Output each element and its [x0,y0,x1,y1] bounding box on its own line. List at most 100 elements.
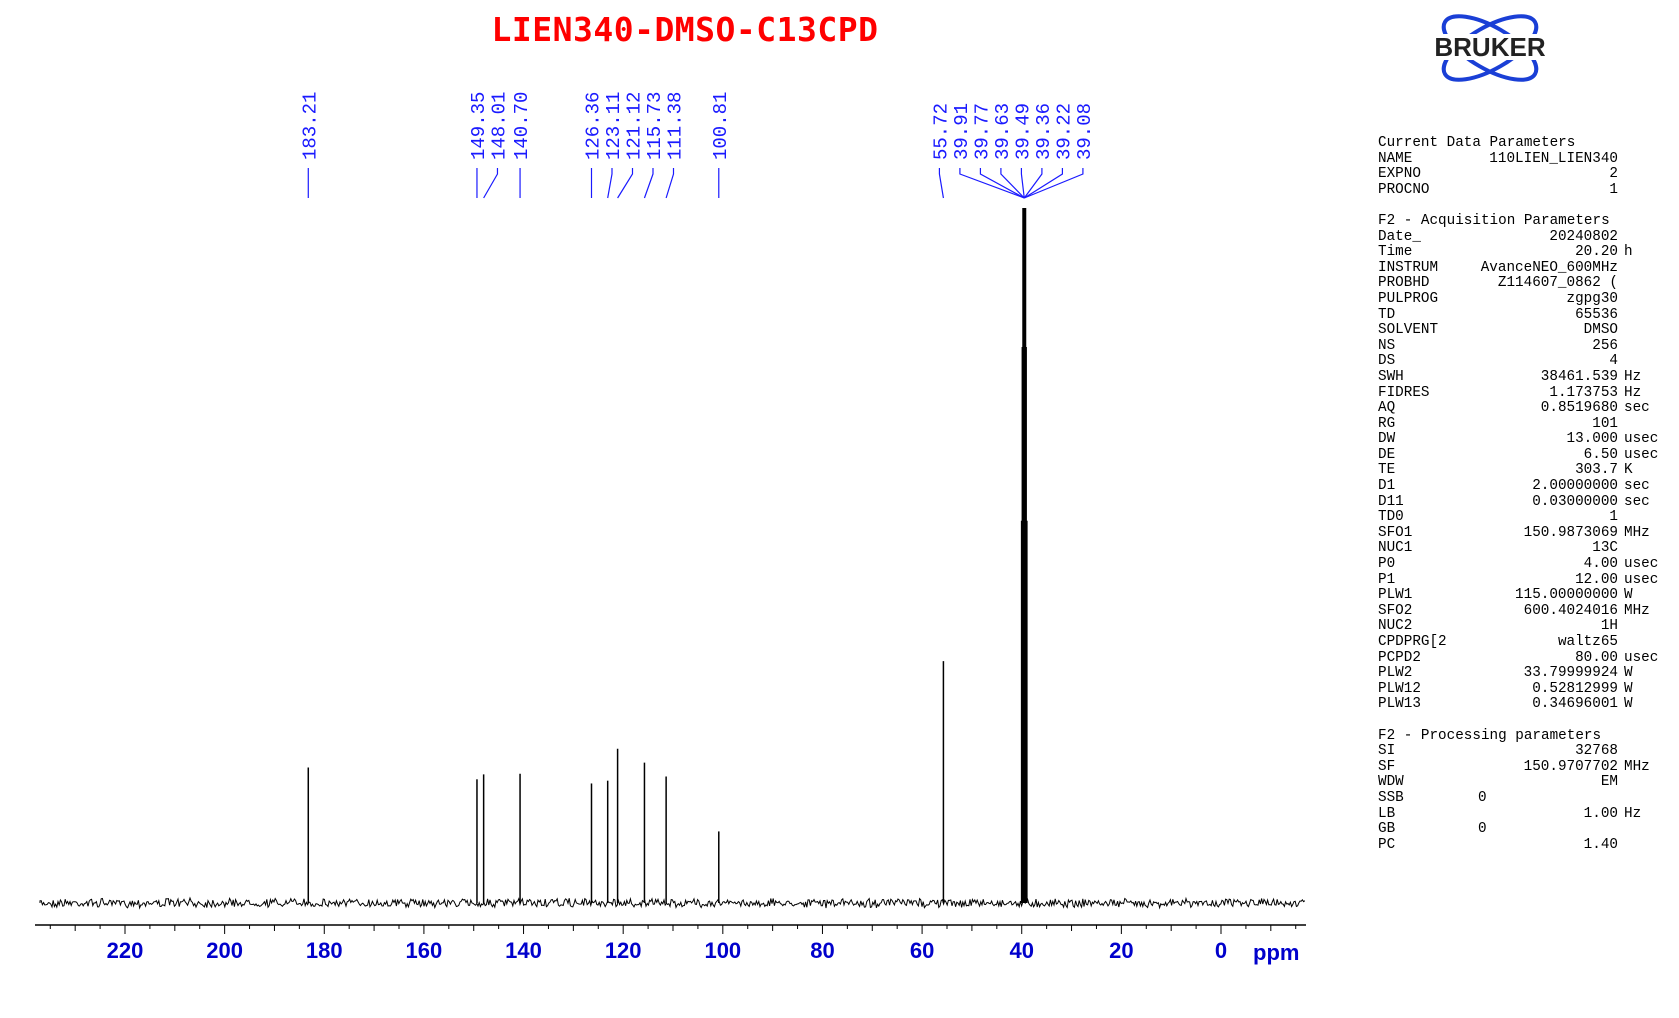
spectrum-title: LIEN340-DMSO-C13CPD [491,10,879,49]
param-key: P0 [1378,556,1396,573]
param-value: 38461.539 [1540,368,1618,385]
param-key: DW [1378,431,1396,448]
param-value: 1 [1609,509,1618,526]
param-key: PULPROG [1378,290,1439,307]
param-key: DE [1378,446,1396,463]
param-row: TD 65536 [1378,306,1678,324]
param-value: 101 [1592,415,1618,432]
param-row: Date_ 20240802 [1378,228,1678,246]
x-tick-label: 80 [810,938,834,963]
x-tick-label: 180 [306,938,343,963]
spectrum-baseline [39,896,1306,910]
param-value: 150.9873069 [1523,524,1618,541]
param-row: TD0 1 [1378,510,1678,526]
param-key: TD0 [1378,509,1404,526]
param-value: 0 [1478,821,1487,838]
peak-label: 115.73 [644,92,666,160]
param-unit: usec [1624,431,1659,448]
param-row: NAME 110LIEN_LIEN340 [1378,150,1678,168]
param-row: CPDPRG[2 waltz65 [1378,634,1678,651]
param-key: SF [1378,758,1396,775]
param-key: P1 [1378,571,1396,588]
peak-leader-line [938,168,945,199]
param-key: TE [1378,462,1396,479]
param-unit: MHz [1624,758,1650,775]
param-value: 20.20 [1575,244,1618,261]
param-unit: K [1624,462,1633,479]
param-unit: W [1624,587,1633,604]
peak-leader-line [607,168,613,199]
param-value: 150.9707702 [1523,758,1618,775]
param-key: NUC1 [1378,540,1413,557]
param-key: PROBHD [1378,275,1430,292]
param-unit: MHz [1624,602,1650,619]
peak-leader-line [1023,168,1043,199]
peak-label: 148.01 [488,92,510,160]
param-value: 110LIEN_LIEN340 [1489,150,1618,167]
param-value: 0.03000000 [1532,493,1618,510]
x-tick-label: 140 [505,938,542,963]
peak-label: 123.11 [603,92,625,160]
param-key: SWH [1378,368,1404,385]
param-row: NUC1 13C [1378,541,1678,557]
param-value: waltz65 [1557,634,1618,650]
param-unit: usec [1624,556,1659,573]
param-value: 1.173753 [1549,384,1618,401]
logo-orbit-1 [1441,14,1539,82]
param-key: D1 [1378,478,1396,495]
param-value: AvanceNEO_600MHz [1480,259,1618,276]
param-unit: usec [1624,446,1659,463]
param-unit: Hz [1624,368,1642,385]
param-value: 1.00 [1583,805,1618,822]
param-value: EM [1600,774,1618,791]
peak-label: 183.21 [299,92,321,160]
param-unit: Hz [1624,805,1642,822]
param-value: 2 [1609,166,1618,183]
param-unit: h [1624,244,1633,261]
param-value: 115.00000000 [1515,587,1618,604]
param-row: P0 4.00 usec [1378,556,1678,573]
param-value: 12.00 [1575,571,1618,588]
param-unit: sec [1624,478,1650,495]
peak-label: 140.70 [511,92,533,160]
param-row: SF 150.9707702 MHz [1378,758,1678,776]
peak-label: 39.77 [971,103,993,160]
peak-label: 39.91 [951,103,973,160]
param-key: EXPNO [1378,166,1421,183]
param-value: 20240802 [1549,228,1618,245]
param-key: PLW1 [1378,587,1413,604]
param-value: Z114607_0862 ( [1497,275,1618,292]
param-unit: W [1624,665,1633,682]
param-row: SFO1 150.9873069 MHz [1378,524,1678,542]
x-axis-label: ppm [1253,940,1299,965]
param-value: 303.7 [1575,462,1618,479]
param-key: AQ [1378,400,1396,417]
param-unit: usec [1624,571,1659,588]
param-value: 65536 [1575,306,1618,323]
param-row: Time 20.20 h [1378,245,1678,261]
param-row: AQ 0.8519680 sec [1378,400,1678,417]
peak-leader-line [617,168,634,199]
param-key: SFO2 [1378,602,1413,619]
param-row: WDW EM [1378,775,1678,791]
param-key: PLW12 [1378,680,1421,697]
x-tick-label: 100 [704,938,741,963]
param-row: SOLVENT DMSO [1378,323,1678,339]
param-value: 4 [1609,353,1618,370]
peak-leader-line [1020,168,1025,199]
peak-label: 121.12 [623,92,645,160]
peak-leader-line [665,168,675,199]
param-row: SWH 38461.539 Hz [1378,368,1678,386]
param-value: DMSO [1583,322,1618,339]
peak-leader-line [483,168,499,199]
peak-label: 39.49 [1012,103,1034,160]
param-value: 2.00000000 [1532,478,1618,495]
param-row: RG 101 [1378,415,1678,433]
param-row: FIDRES 1.173753 Hz [1378,384,1678,402]
param-value: zgpg30 [1566,290,1618,307]
param-key: INSTRUM [1378,259,1439,276]
param-value: 1.40 [1583,836,1618,853]
peak-leader-line [1023,168,1064,199]
peak-leader-line [643,168,654,199]
